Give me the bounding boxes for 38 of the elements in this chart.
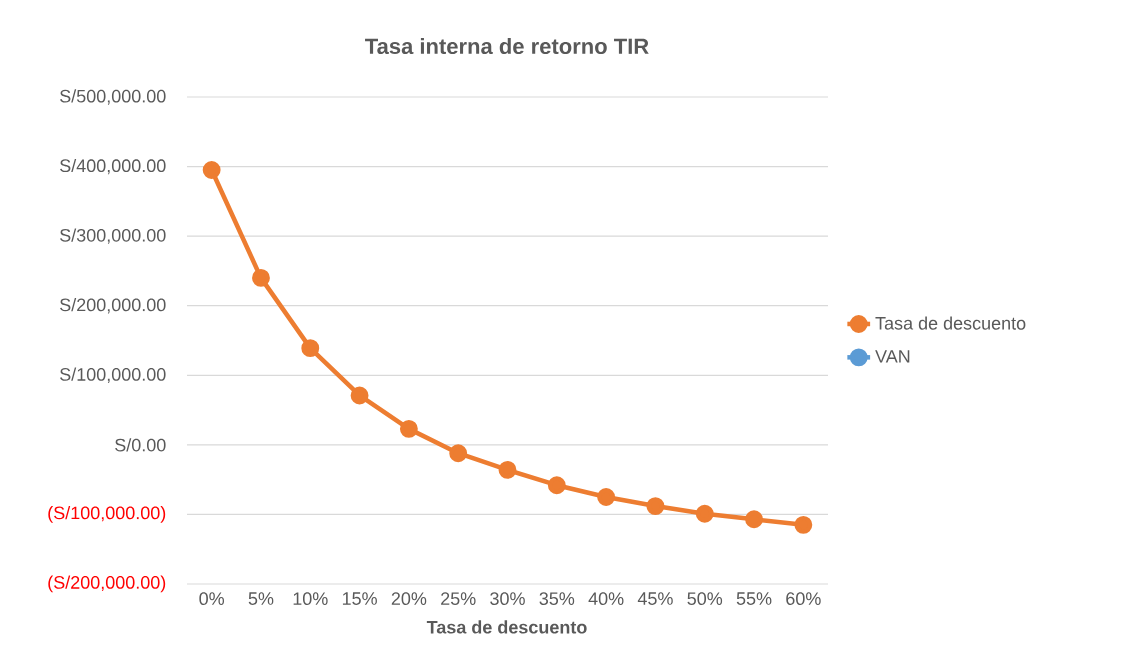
x-tick-label: 5% — [248, 592, 274, 605]
x-tick-label: 35% — [539, 592, 575, 605]
y-tick-label: S/400,000.00 — [60, 158, 166, 175]
point — [350, 386, 369, 405]
y-tick-label: S/100,000.00 — [60, 367, 166, 383]
x-tick-label: 30% — [490, 592, 525, 605]
x-tick-label: 60% — [786, 592, 821, 605]
y-tick-label: (S/100,000.00) — [48, 506, 166, 523]
x-tick-label: 10% — [293, 592, 328, 605]
x-tick-label: 0% — [199, 592, 225, 605]
x-tick-label: 40% — [588, 592, 624, 605]
x-axis-title: Tasa de descuento — [426, 620, 587, 634]
x-tick-label: 55% — [736, 592, 772, 605]
x-tick-label: 15% — [342, 592, 377, 605]
point — [597, 488, 616, 506]
point — [695, 504, 714, 523]
point — [794, 515, 813, 534]
point — [547, 476, 566, 495]
legend-label: Tasa de descuento — [875, 316, 1026, 330]
point — [252, 268, 270, 287]
y-tick-label: S/500,000.00 — [60, 89, 166, 105]
point — [498, 460, 517, 479]
x-tick-label: 25% — [441, 592, 476, 605]
chart-title: Tasa interna de retorno TIR — [365, 37, 649, 55]
x-tick-label: 50% — [687, 592, 723, 605]
point — [745, 510, 763, 529]
x-tick-label: 45% — [637, 592, 673, 605]
y-tick-label: S/200,000.00 — [60, 298, 166, 314]
point — [646, 497, 665, 516]
point — [202, 161, 221, 179]
y-tick-label: (S/200,000.00) — [48, 575, 166, 593]
point — [449, 444, 468, 463]
y-tick-label: S/300,000.00 — [60, 228, 166, 244]
y-tick-label: S/0.00 — [115, 438, 166, 452]
legend-label: VAN — [875, 350, 910, 363]
x-tick-label: 20% — [391, 592, 427, 605]
point — [301, 339, 320, 358]
point — [399, 419, 418, 438]
